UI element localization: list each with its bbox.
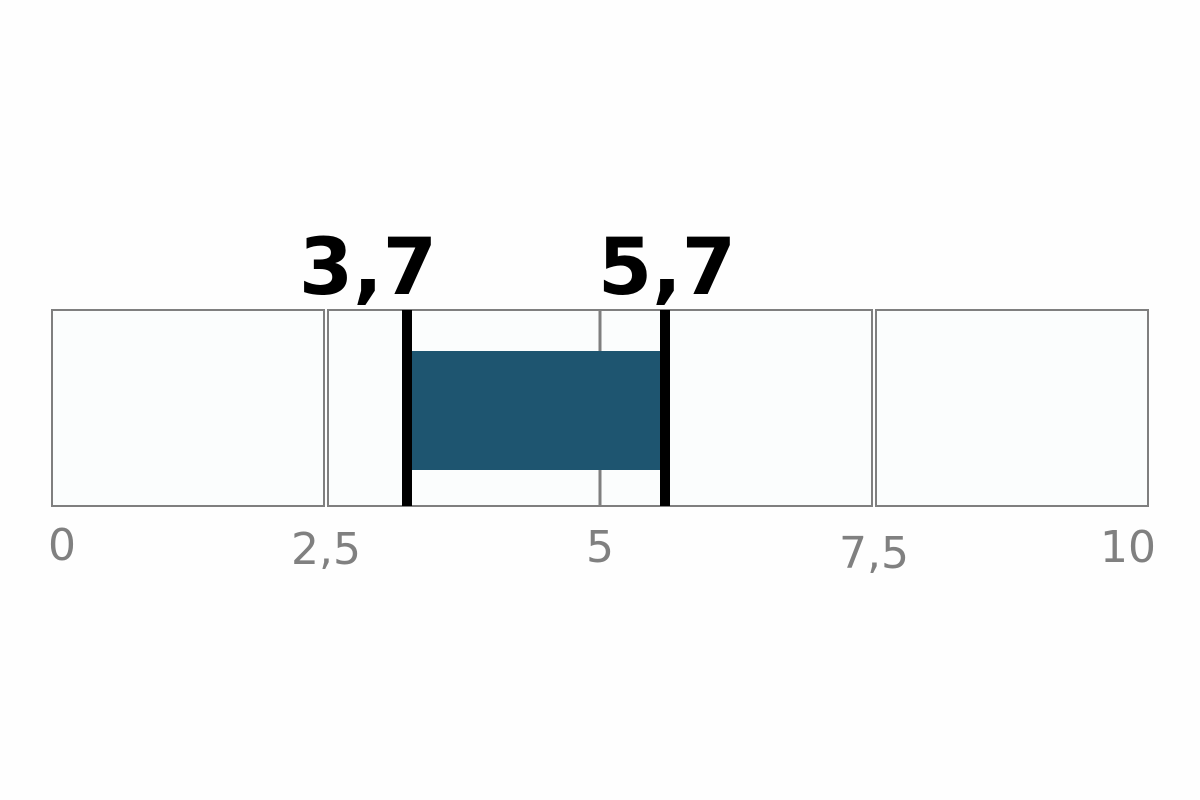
range-start-marker <box>402 310 412 506</box>
range-end-marker <box>660 310 670 506</box>
track-segment <box>51 309 325 507</box>
tick-label: 2,5 <box>291 524 361 575</box>
range-start-label: 3,7 <box>299 223 437 313</box>
tick-label: 10 <box>1100 522 1156 573</box>
tick-label: 5 <box>586 522 614 573</box>
tick-label: 7,5 <box>839 528 909 579</box>
tick-label: 0 <box>48 520 76 571</box>
range-end-label: 5,7 <box>598 223 736 313</box>
range-bar <box>407 351 665 470</box>
track-segment <box>875 309 1149 507</box>
